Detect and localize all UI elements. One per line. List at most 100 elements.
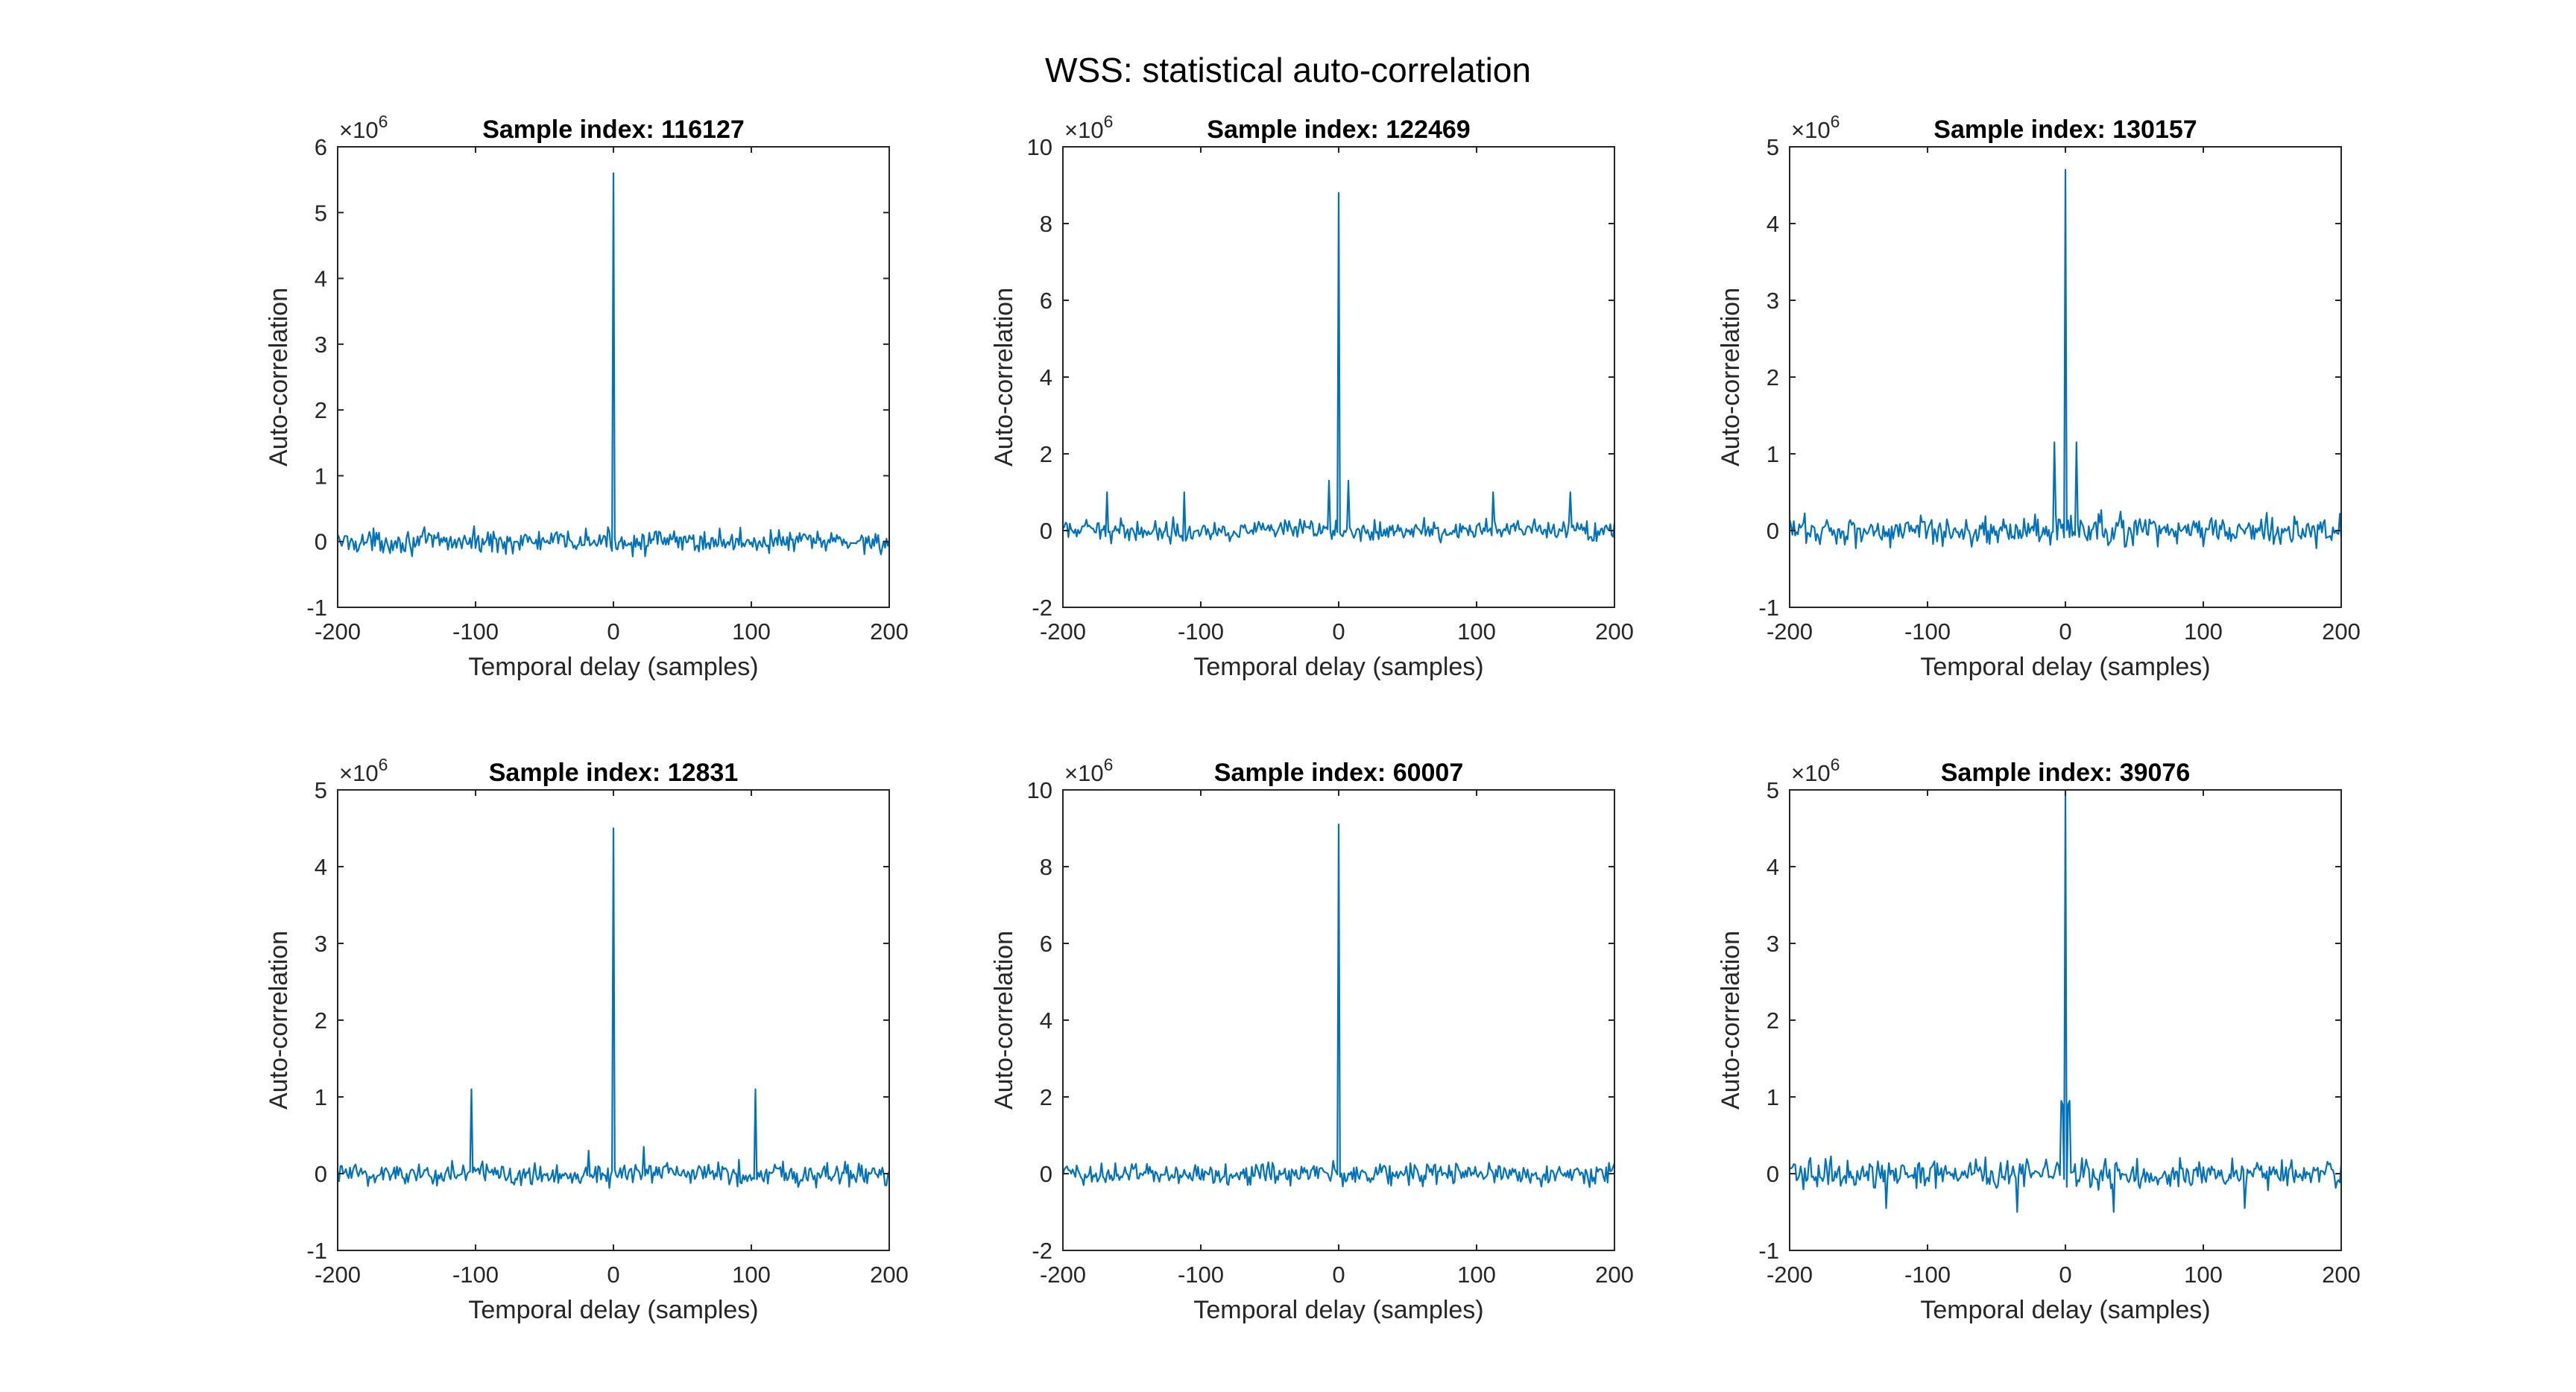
y-tick-label: 4 (1767, 854, 1779, 880)
x-tick-label: 200 (1595, 1262, 1634, 1288)
y-axis-label: Auto-correlation (1717, 288, 1745, 466)
y-tick-label: 2 (1767, 364, 1779, 390)
y-multiplier-label: ×106 (1064, 755, 1113, 786)
y-tick-label: 0 (1040, 518, 1052, 544)
x-tick-label: 0 (1332, 619, 1345, 645)
y-tick-label: 3 (1767, 931, 1779, 957)
subplot-title: Sample index: 12831 (489, 759, 739, 787)
y-tick-label: 3 (1767, 288, 1779, 314)
x-tick-label: 200 (870, 619, 909, 645)
autocorrelation-series (1788, 168, 2343, 549)
y-multiplier-label: ×106 (1064, 112, 1113, 143)
y-tick-label: 6 (315, 134, 327, 160)
y-axis-label: Auto-correlation (990, 931, 1018, 1110)
subplot-5: -200 -100 0 100 200 -2 0 2 4 6 8 10 ×106 Sample index… (990, 755, 1634, 1324)
autocorrelation-series (336, 827, 891, 1189)
x-tick-label: 100 (1457, 619, 1496, 645)
y-tick-label: 0 (1767, 518, 1779, 544)
multiplier-exponent: 6 (1831, 112, 1840, 131)
x-tick-label: 100 (2184, 619, 2223, 645)
y-tick-label: -1 (306, 595, 327, 621)
x-tick-label: -100 (1904, 1262, 1951, 1288)
autocorrelation-series (1789, 788, 2343, 1213)
y-tick-label: 8 (1040, 211, 1052, 237)
y-tick-label: 2 (315, 1007, 327, 1034)
y-tick-label: 1 (1767, 441, 1779, 467)
x-tick-label: 100 (1457, 1262, 1496, 1288)
y-tick-label: 8 (1040, 854, 1052, 880)
y-tick-label: -2 (1032, 1238, 1052, 1264)
y-tick-label: 4 (1767, 211, 1779, 237)
y-tick-label: -2 (1032, 595, 1052, 621)
subplot-title: Sample index: 60007 (1214, 759, 1464, 787)
x-tick-label: 200 (2322, 1262, 2361, 1288)
autocorrelation-series (1061, 823, 1616, 1189)
multiplier-exponent: 6 (1831, 755, 1840, 774)
subplot-title: Sample index: 122469 (1207, 116, 1470, 144)
multiplier-exponent: 6 (1104, 755, 1114, 774)
x-tick-label: 0 (607, 619, 619, 645)
subplot-2: -200 -100 0 100 200 -2 0 2 4 6 8 10 ×106 Sample index… (990, 112, 1634, 681)
y-tick-label: 4 (315, 854, 327, 880)
x-tick-label: 100 (732, 619, 771, 645)
x-tick-label: -200 (315, 1262, 361, 1288)
subplot-6: -200 -100 0 100 200 -1 0 1 2 3 4 5 ×106 Sample index:… (1717, 755, 2361, 1324)
x-tick-label: -200 (1767, 619, 1813, 645)
figure-title: WSS: statistical auto-correlation (1045, 51, 1531, 89)
x-tick-label: 200 (2322, 619, 2361, 645)
x-tick-label: -200 (1040, 619, 1086, 645)
y-tick-label: 3 (315, 931, 327, 957)
x-tick-label: -100 (1904, 619, 1951, 645)
y-multiplier-label: ×106 (339, 112, 388, 143)
x-axis-label: Temporal delay (samples) (468, 1296, 758, 1324)
y-tick-label: 10 (1027, 777, 1052, 803)
y-axis-label: Auto-correlation (1717, 931, 1745, 1110)
x-axis-label: Temporal delay (samples) (1920, 1296, 2210, 1324)
y-tick-label: -1 (1758, 1238, 1779, 1264)
y-axis-label: Auto-correlation (265, 931, 293, 1110)
x-tick-label: 100 (732, 1262, 771, 1288)
x-tick-label: -100 (1178, 1262, 1224, 1288)
y-tick-label: -1 (306, 1238, 327, 1264)
y-tick-label: 0 (315, 529, 327, 555)
y-tick-label: 4 (315, 266, 327, 292)
y-multiplier-label: ×106 (1791, 112, 1840, 143)
subplot-3: -200 -100 0 100 200 -1 0 1 2 3 4 5 ×106 Sample index:… (1717, 112, 2361, 681)
y-tick-label: 5 (1767, 134, 1779, 160)
subplot-4: -200 -100 0 100 200 -1 0 1 2 3 4 5 ×106 Sample index:… (265, 755, 909, 1324)
multiplier-exponent: 6 (1104, 112, 1114, 131)
y-axis-label: Auto-correlation (265, 288, 293, 466)
y-multiplier-label: ×106 (1791, 755, 1840, 786)
y-tick-label: 1 (315, 463, 327, 489)
y-tick-label: 1 (315, 1084, 327, 1110)
x-tick-label: -100 (452, 619, 499, 645)
x-tick-label: 200 (1595, 619, 1634, 645)
subplot-title: Sample index: 130157 (1933, 116, 2197, 144)
y-tick-label: 6 (1040, 288, 1052, 314)
y-tick-label: 10 (1027, 134, 1052, 160)
x-axis-label: Temporal delay (samples) (1920, 653, 2210, 681)
y-tick-label: 2 (1040, 1084, 1052, 1110)
x-tick-label: -200 (1040, 1262, 1086, 1288)
x-tick-label: 0 (2059, 1262, 2071, 1288)
x-tick-label: 0 (607, 1262, 619, 1288)
x-tick-label: 0 (2059, 619, 2071, 645)
y-tick-label: 3 (315, 332, 327, 358)
y-tick-label: 4 (1040, 1007, 1052, 1034)
x-axis-label: Temporal delay (samples) (1193, 653, 1483, 681)
y-tick-label: 2 (1767, 1007, 1779, 1034)
x-tick-label: -200 (1767, 1262, 1813, 1288)
y-tick-label: 0 (315, 1161, 327, 1187)
y-tick-label: 4 (1040, 364, 1052, 390)
subplot-title: Sample index: 116127 (482, 116, 745, 144)
x-axis-label: Temporal delay (samples) (468, 653, 758, 681)
autocorrelation-series (337, 172, 891, 557)
x-tick-label: -200 (315, 619, 361, 645)
x-tick-label: 0 (1332, 1262, 1345, 1288)
x-tick-label: -100 (1178, 619, 1224, 645)
x-tick-label: 100 (2184, 1262, 2223, 1288)
autocorrelation-series (1062, 192, 1616, 545)
y-tick-label: 5 (315, 777, 327, 803)
